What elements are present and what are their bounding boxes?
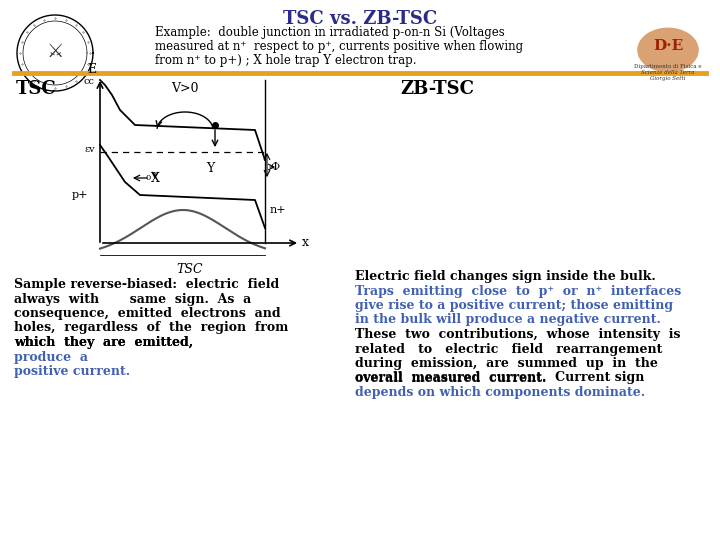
Text: x: x <box>302 237 309 249</box>
Text: give rise to a positive current; those emitting: give rise to a positive current; those e… <box>355 299 673 312</box>
Text: Dipartimento di Fisica e: Dipartimento di Fisica e <box>634 64 702 69</box>
Text: E: E <box>87 63 96 76</box>
Text: produce  a: produce a <box>14 350 88 363</box>
Text: Y: Y <box>206 162 214 175</box>
Text: Giorgio Setti: Giorgio Setti <box>650 76 685 81</box>
Text: consequence,  emitted  electrons  and: consequence, emitted electrons and <box>14 307 281 320</box>
Text: in the bulk will produce a negative current.: in the bulk will produce a negative curr… <box>355 314 661 327</box>
Text: which  they  are  emitted,: which they are emitted, <box>14 336 193 349</box>
Text: which  they  are  emitted,: which they are emitted, <box>14 336 202 349</box>
Text: always  with       same  sign.  As  a: always with same sign. As a <box>14 293 251 306</box>
Text: overall  measured  current.  Current sign: overall measured current. Current sign <box>355 372 644 384</box>
Text: Scienze della Terra: Scienze della Terra <box>642 70 695 75</box>
Text: cc: cc <box>84 78 95 86</box>
Text: Sample reverse-biased:  electric  field: Sample reverse-biased: electric field <box>14 278 279 291</box>
Text: Φ: Φ <box>270 162 279 172</box>
Text: positive current.: positive current. <box>14 365 130 378</box>
Text: related   to   electric   field   rearrangement: related to electric field rearrangement <box>355 342 662 355</box>
Text: εv: εv <box>84 145 95 154</box>
Text: measured at n⁺  respect to p⁺, currents positive when flowing: measured at n⁺ respect to p⁺, currents p… <box>155 40 523 53</box>
Text: ZB-TSC: ZB-TSC <box>400 80 474 98</box>
Text: Electric field changes sign inside the bulk.: Electric field changes sign inside the b… <box>355 270 656 283</box>
Text: TSC: TSC <box>176 263 203 276</box>
Text: Traps  emitting  close  to  p⁺  or  n⁺  interfaces: Traps emitting close to p⁺ or n⁺ interfa… <box>355 285 681 298</box>
Text: from n⁺ to p+) ; X hole trap Y electron trap.: from n⁺ to p+) ; X hole trap Y electron … <box>155 54 416 67</box>
Text: V>0: V>0 <box>171 82 199 95</box>
Text: TSC: TSC <box>16 80 57 98</box>
Ellipse shape <box>637 28 699 72</box>
Text: ⚔: ⚔ <box>46 42 64 60</box>
Text: p+: p+ <box>71 190 88 200</box>
Text: during  emission,  are  summed  up  in  the: during emission, are summed up in the <box>355 357 658 370</box>
Text: D·E: D·E <box>653 39 683 53</box>
Text: holes,  regardless  of  the  region  from: holes, regardless of the region from <box>14 321 289 334</box>
Text: depends on which components dominate.: depends on which components dominate. <box>355 386 645 399</box>
Text: n+: n+ <box>270 205 287 215</box>
Text: These  two  contributions,  whose  intensity  is: These two contributions, whose intensity… <box>355 328 680 341</box>
Text: Example:  double junction in irradiated p-on-n Si (Voltages: Example: double junction in irradiated p… <box>155 26 505 39</box>
Text: 0: 0 <box>145 174 150 182</box>
Text: X: X <box>150 172 159 185</box>
Text: TSC vs. ZB-TSC: TSC vs. ZB-TSC <box>283 10 437 28</box>
Text: overall  measured  current.: overall measured current. <box>355 372 546 384</box>
